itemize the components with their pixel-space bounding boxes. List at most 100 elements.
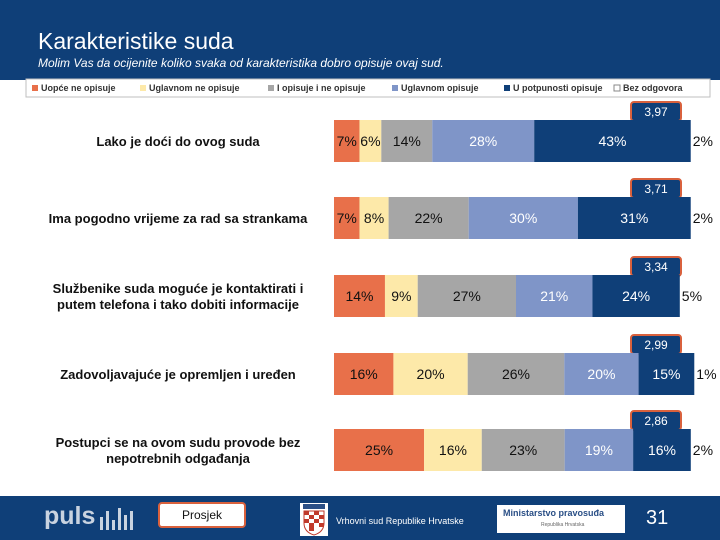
slide-subtitle: Molim Vas da ocijenite koliko svaka od k… [38,56,444,70]
bar-segment [577,197,691,239]
bar-row-3: Zadovoljavajuće je opremljen i uređen 2,9… [60,334,717,395]
legend-swatch-4 [504,85,510,91]
bar-segment [359,197,389,239]
category-label: Lako je doći do ovog suda [96,134,260,149]
legend-swatch-3 [392,85,398,91]
header-bar [0,0,720,80]
bar-segment [388,197,469,239]
legend: Uopće ne opisuje Uglavnom ne opisuje I opi… [32,83,684,93]
category-label: Zadovoljavajuće je opremljen i uređen [60,367,296,382]
legend-swatch-2 [268,85,274,91]
segment-value-label: 28% [469,133,497,149]
bar-segment [334,275,385,317]
segment-value-label: 23% [509,442,537,458]
ministry-label: Ministarstvo pravosuđa [503,508,605,518]
bar-row-0: Lako je doći do ovog suda 3,97 7% 6% 14% 28% 4… [96,101,713,162]
stacked-bar-chart: Uopće ne opisuje Uglavnom ne opisuje I opi… [25,78,717,471]
bar-segment [334,120,360,162]
segment-value-label: 30% [509,210,537,226]
bar-segment [393,353,468,395]
ministry-logo: Ministarstvo pravosuđa Republika Hrvatsk… [497,505,625,533]
bar-segment [424,429,482,471]
segment-value-label: 8% [364,210,384,226]
page-number: 31 [646,507,669,529]
segment-value-label: 20% [417,366,445,382]
category-label: putem telefona i tako dobiti informacije [57,297,299,312]
bar-row-1: Ima pogodno vrijeme za rad sa strankama 3… [49,178,713,239]
bar-segment [359,120,382,162]
segment-value-label: 2% [693,133,713,149]
legend-swatch-5 [613,84,621,92]
supreme-court-label: Vrhovni sud Republike Hrvatske [336,516,464,526]
legend-label-0: Uopće ne opisuje [41,83,116,93]
segment-value-label: 14% [345,288,373,304]
category-label: Postupci se na ovom sudu provode bez [56,435,301,450]
segment-value-label: 22% [415,210,443,226]
segment-value-label: 31% [620,210,648,226]
legend-label-3: Uglavnom opisuje [401,83,479,93]
puls-logo-bars-icon [100,508,133,530]
average-value: 3,34 [644,260,668,274]
segment-value-label: 15% [652,366,680,382]
segment-value-label: 21% [540,288,568,304]
legend-label-1: Uglavnom ne opisuje [149,83,240,93]
bar-segment [638,353,695,395]
bar-segment [534,120,691,162]
bar-segment [592,275,680,317]
puls-logo: puls [44,502,96,530]
legend-label-2: I opisuje i ne opisuje [277,83,366,93]
segment-value-label: 6% [360,133,380,149]
segment-value-label: 43% [598,133,626,149]
bar-segment [381,120,433,162]
bar-segment [334,353,394,395]
category-label: Službenike suda moguće je kontaktirati i [53,281,304,296]
legend-box [25,78,711,98]
segment-value-label: 2% [693,442,713,458]
bar-segment [417,275,516,317]
segment-value-label: 2% [693,210,713,226]
bar-segment [468,197,578,239]
legend-swatch-1 [140,85,146,91]
average-value: 3,71 [644,182,668,196]
bar-row-2: Službenike suda moguće je kontaktirati i… [53,256,702,317]
segment-value-label: 24% [622,288,650,304]
average-legend-box: Prosjek [158,502,246,528]
segment-value-label: 5% [682,288,702,304]
average-value: 2,99 [644,338,668,352]
average-value: 2,86 [644,414,668,428]
segment-value-label: 14% [393,133,421,149]
segment-value-label: 19% [585,442,613,458]
bar-row-4: Postupci se na ovom sudu provode beznepo… [56,410,713,471]
segment-value-label: 9% [391,288,411,304]
bar-segment [481,429,565,471]
bar-segment [432,120,535,162]
bar-segment [467,353,565,395]
bar-segment [384,275,418,317]
segment-value-label: 7% [337,210,357,226]
segment-value-label: 26% [502,366,530,382]
ministry-sublabel: Republika Hrvatska [541,522,585,528]
croatian-coat-of-arms-icon [300,503,328,536]
legend-label-5: Bez odgovora [623,83,684,93]
bar-segment [516,275,593,317]
slide-title: Karakteristike suda [38,28,234,54]
category-label: Ima pogodno vrijeme za rad sa strankama [49,211,308,226]
bar-segment [564,429,634,471]
average-value: 3,97 [644,105,668,119]
bar-segment [334,429,425,471]
segment-value-label: 27% [453,288,481,304]
segment-value-label: 7% [337,133,357,149]
bar-segment [633,429,691,471]
segment-value-label: 16% [350,366,378,382]
segment-value-label: 20% [587,366,615,382]
legend-swatch-0 [32,85,38,91]
segment-value-label: 16% [439,442,467,458]
bar-segment [334,197,360,239]
bar-segment [564,353,639,395]
segment-value-label: 16% [648,442,676,458]
segment-value-label: 25% [365,442,393,458]
segment-value-label: 1% [696,366,716,382]
legend-label-4: U potpunosti opisuje [513,83,603,93]
category-label: nepotrebnih odgađanja [106,451,250,466]
